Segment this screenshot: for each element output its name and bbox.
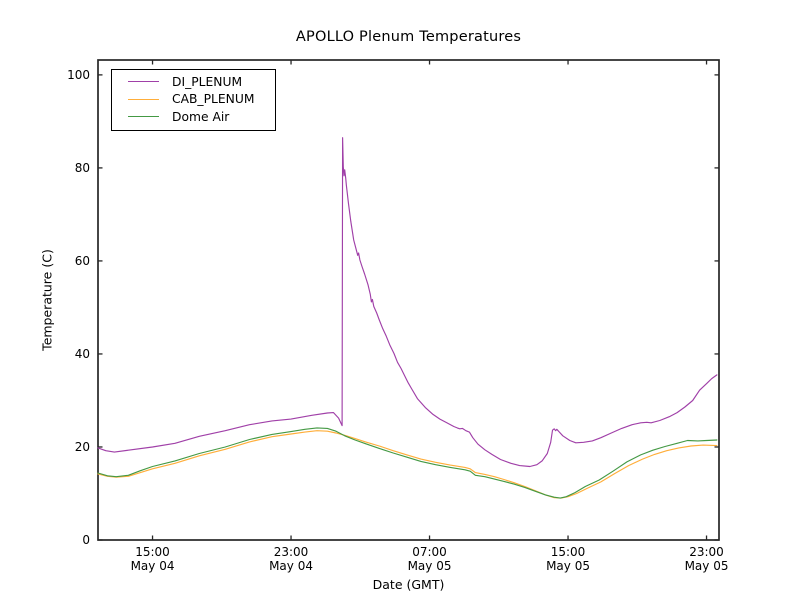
x-tick-label-time: 15:00 — [135, 545, 170, 559]
legend-line-sample — [128, 98, 159, 100]
x-tick-label-date: May 05 — [408, 559, 452, 573]
y-axis-label: Temperature (C) — [39, 249, 55, 351]
x-tick-label-date: May 04 — [269, 559, 313, 573]
y-tick-label: 60 — [75, 254, 90, 268]
y-tick-label: 0 — [82, 533, 90, 547]
x-tick-label-time: 23:00 — [274, 545, 309, 559]
legend-entry: Dome Air — [112, 108, 275, 126]
series-line-cab-plenum — [97, 430, 718, 499]
legend-label: Dome Air — [172, 109, 230, 124]
y-tick-label: 80 — [75, 161, 90, 175]
x-tick-label-date: May 05 — [685, 559, 729, 573]
y-tick-label: 40 — [75, 347, 90, 361]
legend-line-sample — [128, 116, 159, 118]
x-tick-label-time: 23:00 — [689, 545, 724, 559]
legend: DI_PLENUM CAB_PLENUM Dome Air — [111, 69, 276, 131]
x-tick-label-date: May 04 — [131, 559, 175, 573]
legend-label: CAB_PLENUM — [172, 92, 255, 107]
legend-line-sample — [128, 81, 159, 83]
x-tick-label-time: 15:00 — [551, 545, 586, 559]
x-axis-label: Date (GMT) — [372, 577, 445, 592]
legend-label: DI_PLENUM — [172, 74, 243, 89]
chart-title: APOLLO Plenum Temperatures — [295, 29, 522, 45]
y-tick-label: 100 — [67, 68, 90, 82]
series-line-di-plenum — [97, 137, 718, 468]
legend-entry: CAB_PLENUM — [112, 91, 275, 109]
y-tick-label: 20 — [75, 440, 90, 454]
x-tick-label-date: May 05 — [546, 559, 590, 573]
plot-frame — [97, 59, 720, 541]
series-line-dome-air — [97, 427, 718, 499]
legend-entry: DI_PLENUM — [112, 73, 275, 91]
x-tick-label-time: 07:00 — [412, 545, 447, 559]
